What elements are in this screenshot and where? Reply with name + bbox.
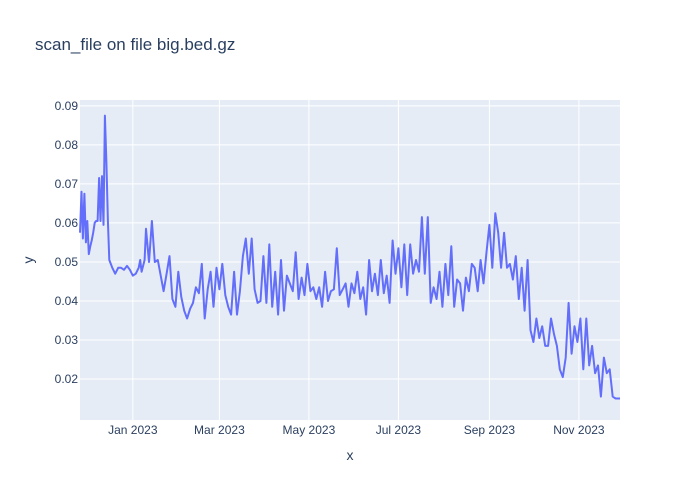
y-tick-label: 0.08 — [55, 138, 79, 152]
x-tick-labels: Jan 2023 Mar 2023 May 2023 Jul 2023 Sep 2023… — [108, 423, 605, 437]
y-tick-label: 0.04 — [55, 294, 79, 308]
y-tick-label: 0.03 — [55, 333, 79, 347]
y-tick-label: 0.09 — [55, 99, 79, 113]
chart-title: scan_file on file big.bed.gz — [35, 35, 235, 54]
x-tick-label: Nov 2023 — [553, 423, 605, 437]
y-tick-label: 0.05 — [55, 255, 79, 269]
x-gridlines — [132, 100, 580, 420]
series-line — [79, 114, 620, 400]
x-tick-label: May 2023 — [283, 423, 336, 437]
x-axis-title: x — [347, 447, 354, 463]
y-tick-label: 0.02 — [55, 372, 79, 386]
y-tick-label: 0.06 — [55, 216, 79, 230]
x-tick-label: Mar 2023 — [194, 423, 245, 437]
x-tick-label: Sep 2023 — [464, 423, 516, 437]
y-axis-title: y — [20, 257, 36, 264]
y-tick-labels: 0.02 0.03 0.04 0.05 0.06 0.07 0.08 0.09 — [55, 99, 79, 386]
x-tick-label: Jul 2023 — [376, 423, 422, 437]
y-tick-label: 0.07 — [55, 177, 79, 191]
x-tick-label: Jan 2023 — [108, 423, 158, 437]
plot-area — [80, 100, 620, 420]
